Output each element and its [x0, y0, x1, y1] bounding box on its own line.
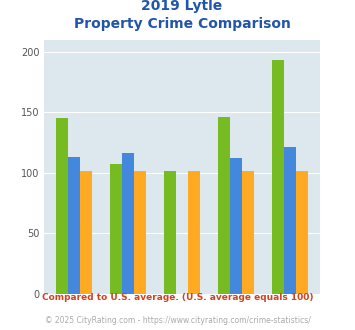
- Bar: [242, 172, 254, 294]
- Bar: [110, 164, 122, 294]
- Title: 2019 Lytle
Property Crime Comparison: 2019 Lytle Property Crime Comparison: [73, 0, 290, 31]
- Bar: [188, 172, 200, 294]
- Bar: [230, 158, 242, 294]
- Bar: [164, 172, 176, 294]
- Bar: [134, 172, 146, 294]
- Text: Compared to U.S. average. (U.S. average equals 100): Compared to U.S. average. (U.S. average …: [42, 292, 313, 302]
- Bar: [68, 157, 80, 294]
- Bar: [218, 117, 230, 294]
- Bar: [80, 172, 92, 294]
- Bar: [272, 60, 284, 294]
- Bar: [284, 147, 296, 294]
- Text: © 2025 CityRating.com - https://www.cityrating.com/crime-statistics/: © 2025 CityRating.com - https://www.city…: [45, 315, 310, 325]
- Bar: [56, 118, 68, 294]
- Bar: [296, 172, 308, 294]
- Bar: [122, 153, 134, 294]
